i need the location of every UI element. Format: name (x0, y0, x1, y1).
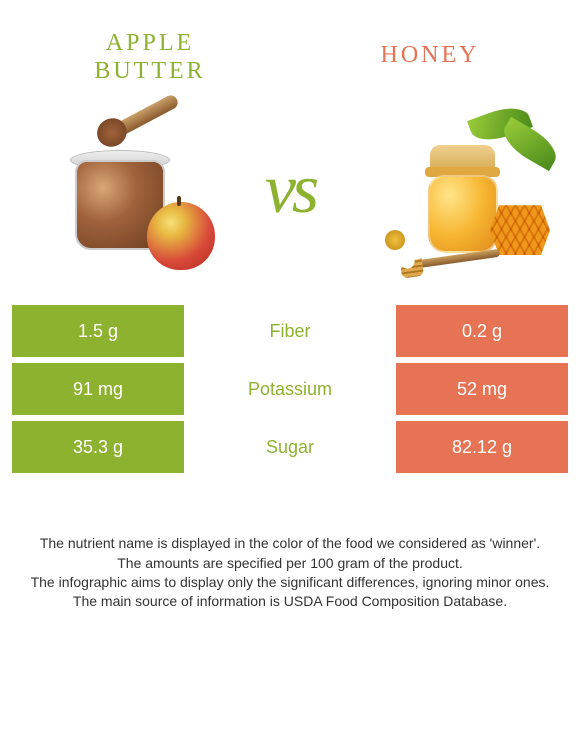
header: APPLE BUTTER HONEY (0, 0, 580, 95)
nutrient-label: Fiber (184, 305, 396, 357)
table-row: 91 mgPotassium52 mg (12, 363, 568, 415)
footnote-line: The nutrient name is displayed in the co… (30, 534, 550, 553)
apple-butter-image (20, 105, 220, 275)
value-right: 0.2 g (396, 305, 568, 357)
nutrient-label: Sugar (184, 421, 396, 473)
value-left: 35.3 g (12, 421, 184, 473)
comparison-table: 1.5 gFiber0.2 g 91 mgPotassium52 mg 35.3 g… (12, 305, 568, 473)
table-row: 1.5 gFiber0.2 g (12, 305, 568, 357)
honeycomb-icon (490, 205, 550, 255)
vs-label: vs (265, 150, 315, 230)
honey-image (360, 105, 560, 275)
value-left: 91 mg (12, 363, 184, 415)
value-right: 82.12 g (396, 421, 568, 473)
apple-icon (147, 202, 215, 270)
title-right: HONEY (340, 30, 520, 85)
footnote-line: The infographic aims to display only the… (30, 573, 550, 592)
flower-icon (365, 210, 425, 270)
footnote-line: The main source of information is USDA F… (30, 592, 550, 611)
footnote-line: The amounts are specified per 100 gram o… (30, 554, 550, 573)
title-left: APPLE BUTTER (60, 30, 240, 85)
table-row: 35.3 gSugar82.12 g (12, 421, 568, 473)
title-left-line1: APPLE (106, 30, 194, 56)
images-row: vs (0, 95, 580, 295)
value-right: 52 mg (396, 363, 568, 415)
value-left: 1.5 g (12, 305, 184, 357)
nutrient-label: Potassium (184, 363, 396, 415)
title-left-line2: BUTTER (94, 58, 205, 84)
footnotes: The nutrient name is displayed in the co… (0, 479, 580, 611)
honey-jar-icon (420, 145, 505, 255)
